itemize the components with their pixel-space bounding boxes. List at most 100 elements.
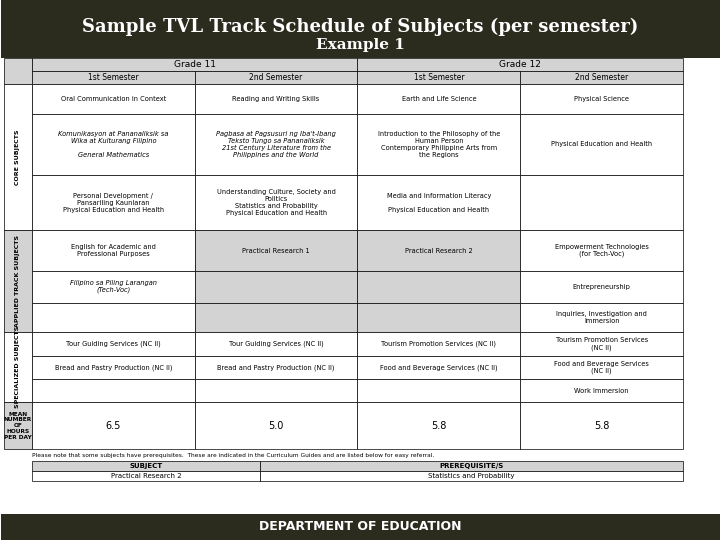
Bar: [32, 471, 260, 481]
Bar: [521, 114, 683, 176]
Text: Filipino sa Piling Larangan
(Tech-Voc): Filipino sa Piling Larangan (Tech-Voc): [70, 280, 157, 293]
Text: SPECIALIZED SUBJECTS: SPECIALIZED SUBJECTS: [15, 326, 20, 408]
Text: Practical Research 1: Practical Research 1: [242, 247, 310, 254]
Bar: [4, 231, 32, 332]
Bar: [521, 302, 683, 332]
Bar: [4, 58, 32, 84]
Text: PREREQUISITE/S: PREREQUISITE/S: [439, 463, 503, 469]
Text: 1st Semester: 1st Semester: [413, 73, 464, 82]
Text: 2nd Semester: 2nd Semester: [575, 73, 629, 82]
Bar: [32, 356, 194, 379]
FancyBboxPatch shape: [1, 0, 720, 58]
Bar: [194, 302, 357, 332]
Text: Grade 12: Grade 12: [500, 60, 541, 69]
Text: Tourism Promotion Services (NC II): Tourism Promotion Services (NC II): [382, 341, 496, 347]
Text: Work Immersion: Work Immersion: [575, 388, 629, 394]
Text: Tourism Promotion Services
(NC II): Tourism Promotion Services (NC II): [556, 337, 648, 350]
Bar: [32, 231, 194, 271]
Bar: [357, 58, 683, 71]
Bar: [194, 114, 357, 176]
Text: Example 1: Example 1: [316, 38, 405, 52]
Text: CORE SUBJECTS: CORE SUBJECTS: [15, 130, 20, 185]
Bar: [521, 231, 683, 271]
Text: Media and Information Literacy

Physical Education and Health: Media and Information Literacy Physical …: [387, 193, 491, 213]
Text: Food and Beverage Services
(NC II): Food and Beverage Services (NC II): [554, 361, 649, 374]
Bar: [357, 176, 521, 231]
Bar: [194, 271, 357, 302]
Bar: [357, 379, 521, 402]
Text: Oral Communication in Context: Oral Communication in Context: [60, 96, 166, 102]
Bar: [4, 402, 32, 449]
Bar: [521, 379, 683, 402]
Bar: [194, 402, 357, 449]
Bar: [32, 58, 357, 71]
Text: 5.8: 5.8: [431, 421, 446, 431]
Bar: [521, 332, 683, 356]
Text: Bread and Pastry Production (NC II): Bread and Pastry Production (NC II): [217, 364, 335, 370]
Text: Pagbasa at Pagsusuri ng Iba't-Ibang
Teksto Tungo sa Pananaliksik
21st Century Li: Pagbasa at Pagsusuri ng Iba't-Ibang Teks…: [216, 131, 336, 158]
Text: DEPARTMENT OF EDUCATION: DEPARTMENT OF EDUCATION: [259, 521, 462, 534]
Bar: [32, 84, 194, 114]
Bar: [32, 461, 260, 471]
Bar: [32, 114, 194, 176]
Text: Statistics and Probability: Statistics and Probability: [428, 473, 515, 479]
Bar: [357, 332, 521, 356]
Bar: [260, 461, 683, 471]
Bar: [521, 402, 683, 449]
Text: Entrepreneurship: Entrepreneurship: [572, 284, 631, 289]
Bar: [357, 271, 521, 302]
Text: Grade 11: Grade 11: [174, 60, 216, 69]
Bar: [521, 71, 683, 84]
Text: Empowerment Technologies
(for Tech-Voc): Empowerment Technologies (for Tech-Voc): [554, 244, 649, 258]
Bar: [32, 271, 194, 302]
FancyBboxPatch shape: [1, 514, 720, 540]
Bar: [521, 176, 683, 231]
Text: 5.8: 5.8: [594, 421, 609, 431]
Text: Practical Research 2: Practical Research 2: [111, 473, 181, 479]
Bar: [521, 84, 683, 114]
Bar: [521, 356, 683, 379]
Bar: [357, 114, 521, 176]
Text: Earth and Life Science: Earth and Life Science: [402, 96, 476, 102]
Bar: [357, 402, 521, 449]
Bar: [260, 471, 683, 481]
Bar: [32, 302, 194, 332]
Text: Food and Beverage Services (NC II): Food and Beverage Services (NC II): [380, 364, 498, 370]
Text: 2nd Semester: 2nd Semester: [249, 73, 302, 82]
Text: 1st Semester: 1st Semester: [88, 73, 139, 82]
Bar: [32, 71, 194, 84]
Text: Physical Education and Health: Physical Education and Health: [551, 141, 652, 147]
Text: English for Academic and
Professional Purposes: English for Academic and Professional Pu…: [71, 244, 156, 257]
Bar: [32, 332, 194, 356]
Text: 5.0: 5.0: [269, 421, 284, 431]
Text: Bread and Pastry Production (NC II): Bread and Pastry Production (NC II): [55, 364, 172, 370]
Text: Reading and Writing Skills: Reading and Writing Skills: [233, 96, 320, 102]
Text: Tour Guiding Services (NC II): Tour Guiding Services (NC II): [229, 341, 323, 347]
Bar: [32, 379, 194, 402]
Bar: [521, 271, 683, 302]
Bar: [194, 84, 357, 114]
Bar: [357, 231, 521, 271]
Text: Physical Science: Physical Science: [574, 96, 629, 102]
Text: Please note that some subjects have prerequisites.  These are indicated in the C: Please note that some subjects have prer…: [32, 453, 434, 458]
Text: Understanding Culture, Society and
Politics
Statistics and Probability
Physical : Understanding Culture, Society and Polit…: [217, 190, 336, 217]
Text: MEAN
NUMBER
OF
HOURS
PER DAY: MEAN NUMBER OF HOURS PER DAY: [4, 411, 32, 440]
Bar: [4, 84, 32, 231]
Bar: [194, 231, 357, 271]
Bar: [194, 332, 357, 356]
Bar: [194, 356, 357, 379]
Bar: [357, 71, 521, 84]
Bar: [357, 84, 521, 114]
Bar: [357, 356, 521, 379]
Text: Introduction to the Philosophy of the
Human Person
Contemporary Philippine Arts : Introduction to the Philosophy of the Hu…: [378, 131, 500, 158]
Bar: [32, 402, 194, 449]
Bar: [357, 302, 521, 332]
Text: 6.5: 6.5: [106, 421, 121, 431]
Text: Personal Development /
Pansariling Kaunlaran
Physical Education and Health: Personal Development / Pansariling Kaunl…: [63, 193, 164, 213]
Bar: [4, 332, 32, 402]
Text: Sample TVL Track Schedule of Subjects (per semester): Sample TVL Track Schedule of Subjects (p…: [82, 18, 639, 36]
Text: SUBJECT: SUBJECT: [129, 463, 163, 469]
Text: Inquiries, Investigation and
Immersion: Inquiries, Investigation and Immersion: [557, 311, 647, 324]
Text: Komunikasyon at Pananaliksik sa
Wika at Kulturang Filipino

General Mathematics: Komunikasyon at Pananaliksik sa Wika at …: [58, 131, 168, 158]
Bar: [194, 71, 357, 84]
